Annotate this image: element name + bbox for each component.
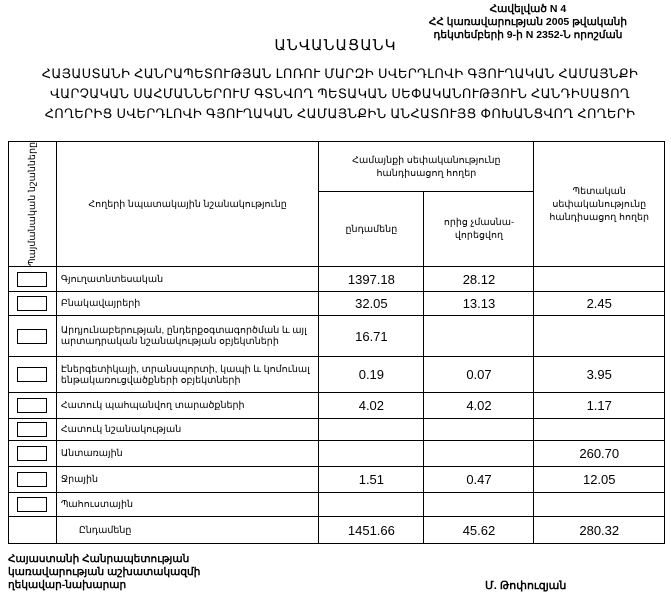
legend-symbol-box <box>17 398 48 414</box>
header-symbols: Պայմանական նշանները <box>8 140 57 268</box>
purpose-cell: Հատուկ պահպանվող տարածքների <box>55 392 320 420</box>
total-cell <box>318 440 425 468</box>
non-privatized-cell: 0.07 <box>423 356 535 394</box>
signer-title-line2: կառավարության աշխատակազմի <box>8 566 201 578</box>
table-row: Պահուստային <box>8 492 665 518</box>
non-privatized-cell <box>423 418 535 442</box>
table-row: Էներգետիկայի, տրանսպորտի, կապի և կոմունա… <box>8 356 665 394</box>
total-cell: 16.71 <box>318 315 425 358</box>
legend-symbol-box <box>17 328 48 344</box>
non-privatized-cell <box>423 492 535 518</box>
symbol-cell <box>8 440 57 468</box>
symbol-cell <box>8 392 57 420</box>
state-cell: 12.05 <box>533 466 665 494</box>
non-privatized-cell: 13.13 <box>423 291 535 317</box>
non-privatized-cell <box>423 440 535 468</box>
purpose-cell: Արդյունաբերության, ընդերքօգտագործման և ա… <box>55 315 320 358</box>
annex-number: Հավելված N 4 <box>489 3 567 15</box>
signer-name: Մ. Թոփուզյան <box>485 580 567 592</box>
total-cell: 4.02 <box>318 392 425 420</box>
purpose-cell: Գյուղատնտեսական <box>55 266 320 293</box>
signature-block: Հայաստանի Հանրապետության կառավարության ա… <box>8 553 200 592</box>
totals-non-privatized: 45.62 <box>423 516 535 545</box>
totals-state: 280.32 <box>533 516 665 545</box>
header-total: ընդամենը <box>318 191 425 268</box>
table-row: Արդյունաբերության, ընդերքօգտագործման և ա… <box>8 315 665 358</box>
symbol-cell <box>8 291 57 317</box>
legend-symbol-box <box>17 367 48 383</box>
symbol-cell <box>8 315 57 358</box>
purpose-cell: Անտառային <box>55 440 320 468</box>
symbol-cell <box>8 492 57 518</box>
non-privatized-cell: 0.47 <box>423 466 535 494</box>
total-cell: 1397.18 <box>318 266 425 293</box>
state-cell: 2.45 <box>533 291 665 317</box>
total-cell <box>318 492 425 518</box>
state-cell: 260.70 <box>533 440 665 468</box>
state-cell <box>533 266 665 293</box>
header-community: Համայնքի սեփականությունը հանդիսացող հողե… <box>318 140 535 193</box>
state-cell <box>533 418 665 442</box>
symbol-cell <box>8 266 57 293</box>
state-cell: 3.95 <box>533 356 665 394</box>
legend-symbol-box <box>17 497 48 513</box>
total-cell <box>318 418 425 442</box>
totals-total: 1451.66 <box>318 516 425 545</box>
document-title: ԱՆՎԱՆԱՑԱՆԿ <box>274 37 397 54</box>
table-row: Հատուկ նշանակության <box>8 418 665 442</box>
header-purpose: Հողերի նպատակային նշանակությունը <box>55 140 320 268</box>
header-state: Պետական սեփականությունը հանդիսացող հողեր <box>533 140 665 268</box>
annex-reference: Հավելված N 4 ՀՀ կառավարության 2005 թվակա… <box>429 3 627 42</box>
table-row: Գյուղատնտեսական 1397.18 28.12 <box>8 266 665 293</box>
totals-label: Ընդամենը <box>55 516 320 545</box>
legend-symbol-box <box>17 472 48 488</box>
state-cell: 1.17 <box>533 392 665 420</box>
land-table: Պայմանական նշանները Հողերի նպատակային նշ… <box>8 140 665 545</box>
annex-decree-line2: դեկտեմբերի 9-ի N 2352-Ն որոշման <box>433 29 623 41</box>
legend-symbol-box <box>17 271 48 287</box>
state-cell <box>533 315 665 358</box>
annex-decree-line1: ՀՀ կառավարության 2005 թվականի <box>428 16 627 28</box>
signer-title-line1: Հայաստանի Հանրապետության <box>8 553 190 565</box>
total-cell: 1.51 <box>318 466 425 494</box>
purpose-cell: Բնակավայրերի <box>55 291 320 317</box>
symbol-cell <box>8 356 57 394</box>
purpose-cell: Էներգետիկայի, տրանսպորտի, կապի և կոմունա… <box>55 356 320 394</box>
purpose-cell: Հատուկ նշանակության <box>55 418 320 442</box>
total-cell: 32.05 <box>318 291 425 317</box>
non-privatized-cell: 28.12 <box>423 266 535 293</box>
symbol-cell <box>8 418 57 442</box>
totals-row: Ընդամենը 1451.66 45.62 280.32 <box>8 516 665 545</box>
signer-title-line3: ղեկավար-նախարար <box>8 579 127 591</box>
header-non-privatized: որից չմասնա-վորեցվող <box>423 191 535 268</box>
legend-symbol-box <box>17 446 48 462</box>
document-subtitle: ՀԱՅԱՍՏԱՆԻ ՀԱՆՐԱՊԵՏՈՒԹՅԱՆ ԼՈՌՈՒ ՄԱՐԶԻ ՍՎԵ… <box>41 66 639 121</box>
table-row: Անտառային 260.70 <box>8 440 665 468</box>
purpose-cell: Պահուստային <box>55 492 320 518</box>
table-row: Ջրային 1.51 0.47 12.05 <box>8 466 665 494</box>
legend-symbol-box <box>17 296 48 312</box>
state-cell <box>533 492 665 518</box>
total-cell: 0.19 <box>318 356 425 394</box>
purpose-cell: Ջրային <box>55 466 320 494</box>
legend-symbol-box <box>17 422 48 438</box>
symbol-cell <box>8 466 57 494</box>
table-row: Հատուկ պահպանվող տարածքների 4.02 4.02 1.… <box>8 392 665 420</box>
non-privatized-cell: 4.02 <box>423 392 535 420</box>
table-row: Բնակավայրերի 32.05 13.13 2.45 <box>8 291 665 317</box>
non-privatized-cell <box>423 315 535 358</box>
